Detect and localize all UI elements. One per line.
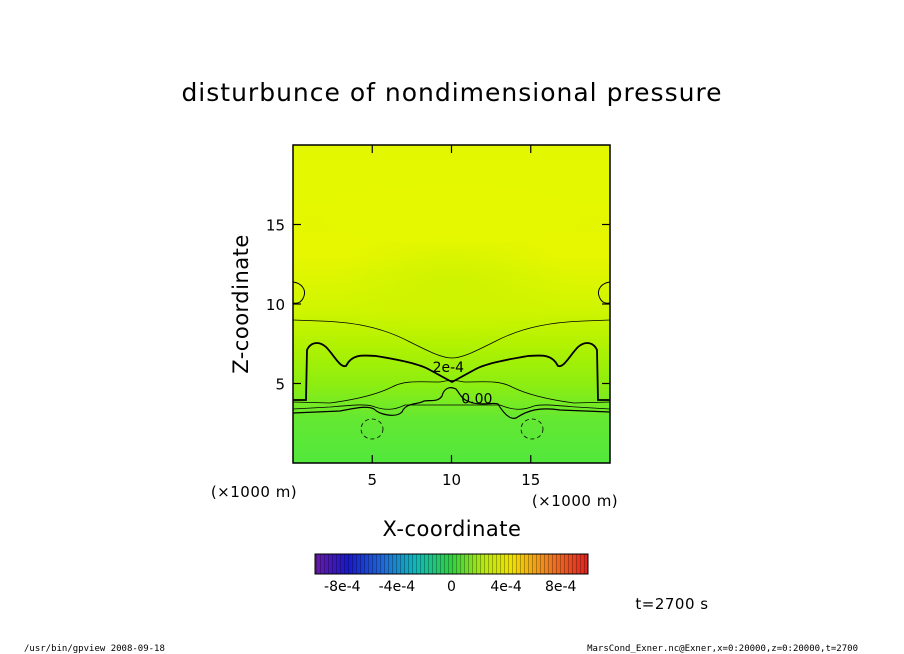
contour-labels: 2e-4 0.00: [433, 360, 493, 408]
y-tick-label: 5: [275, 376, 285, 394]
contour-label: 2e-4: [433, 360, 465, 376]
plot-area: [293, 145, 610, 463]
footer-right: MarsCond_Exner.nc@Exner,x=0:20000,z=0:20…: [587, 644, 858, 654]
x-axis-label: X-coordinate: [383, 517, 522, 541]
contour-line-upper: [293, 319, 610, 359]
contour-label: 0.00: [461, 392, 492, 408]
colorbar-ticks: -8e-4 -4e-4 0 4e-4 8e-4: [324, 579, 576, 595]
colorbar-tick-label: -8e-4: [324, 579, 361, 595]
x-tick-label: 15: [521, 471, 540, 489]
contour-edge-left: [293, 281, 305, 304]
contour-negative-right: [520, 418, 544, 440]
colorbar-tick-label: 4e-4: [490, 579, 522, 595]
x-tick-label: 10: [442, 471, 461, 489]
colorbar-tick-label: -4e-4: [379, 579, 416, 595]
y-axis-unit: (×1000 m): [211, 483, 297, 501]
colorbar-stripes: [315, 554, 588, 574]
colorbar-frame: [314, 553, 589, 575]
contour-line-neg: [293, 404, 610, 410]
x-tick-label: 5: [367, 471, 377, 489]
time-label: t=2700 s: [635, 595, 708, 613]
x-axis-unit: (×1000 m): [532, 492, 618, 510]
contour-line-2e-4: [293, 342, 610, 401]
colorbar: -8e-4 -4e-4 0 4e-4 8e-4: [314, 553, 589, 595]
contour-line-mid: [293, 380, 610, 404]
footer-left: /usr/bin/gpview 2008-09-18: [24, 644, 165, 654]
colorbar-tick-label: 0: [447, 579, 456, 595]
chart-title: disturbunce of nondimensional pressure: [181, 78, 722, 107]
y-axis-label: Z-coordinate: [229, 234, 253, 374]
contour-negative-left: [360, 418, 384, 440]
field-upper-band: [322, 185, 582, 245]
contour-edge-right: [598, 281, 610, 304]
y-tick-label: 15: [266, 217, 285, 235]
y-tick-label: 10: [266, 296, 285, 314]
x-axis-ticks: 5 10 15: [367, 145, 540, 489]
colorbar-tick-label: 8e-4: [545, 579, 577, 595]
contour-line-0: [293, 387, 610, 419]
field-lobe: [332, 230, 572, 340]
y-axis-ticks: 5 10 15: [266, 217, 610, 394]
